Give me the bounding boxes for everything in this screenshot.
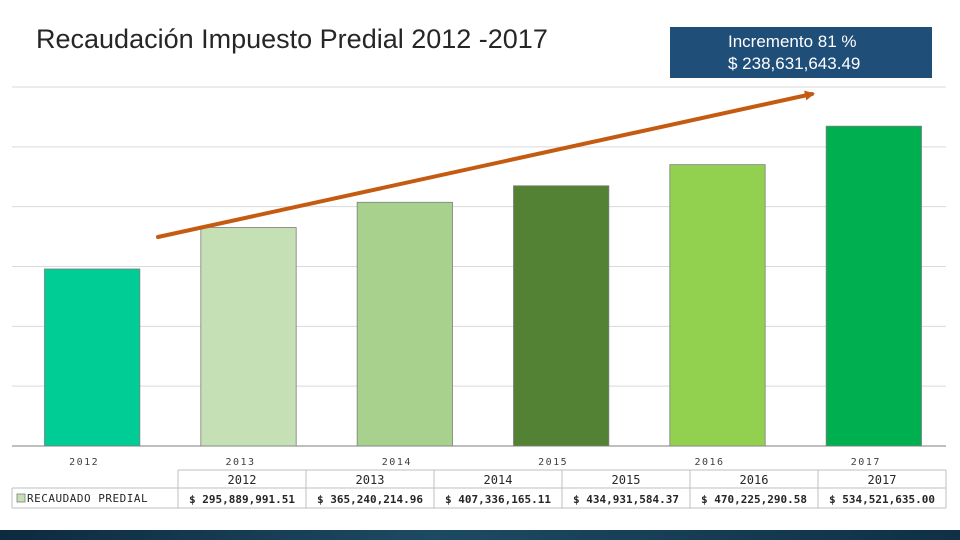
category-labels: 2012 2013 2014 2015 2016 2017 (69, 457, 881, 468)
gridlines (12, 86, 946, 447)
table-header: 2016 (740, 473, 769, 487)
callout-percent: Incremento 81 % (728, 32, 857, 51)
table-header: 2017 (868, 473, 897, 487)
legend-label: RECAUDADO PREDIAL (27, 492, 148, 505)
bar-2014 (356, 201, 453, 447)
table-cell: $ 295,889,991.51 (189, 493, 295, 506)
trend-arrow-line (156, 90, 815, 239)
table-cell: $ 407,336,165.11 (445, 493, 551, 506)
bar-2013 (200, 227, 297, 447)
table-cell: $ 434,931,584.37 (573, 493, 679, 506)
category-label: 2017 (851, 457, 881, 468)
table-header: 2012 (228, 473, 257, 487)
table-header: 2014 (484, 473, 513, 487)
increment-callout: Incremento 81 % $ 238,631,643.49 (670, 27, 932, 78)
data-table: RECAUDADO PREDIAL 2012 $ 295,889,991.51 201… (11, 469, 947, 509)
table-cell: $ 534,521,635.00 (829, 493, 935, 506)
table-header: 2015 (612, 473, 641, 487)
table-header: 2013 (356, 473, 385, 487)
bar-2012 (44, 268, 141, 447)
callout-amount: $ 238,631,643.49 (728, 54, 861, 73)
bottom-band (0, 530, 960, 540)
bar-2016 (669, 164, 766, 447)
trend-arrow (156, 90, 815, 239)
chart-title: Recaudación Impuesto Predial 2012 -2017 (36, 24, 548, 54)
legend-key (16, 493, 26, 503)
bar-2015 (513, 185, 610, 447)
category-label: 2015 (538, 457, 568, 468)
category-label: 2016 (694, 457, 724, 468)
category-label: 2014 (382, 457, 412, 468)
bar-2017 (825, 125, 922, 447)
table-cell: $ 365,240,214.96 (317, 493, 423, 506)
category-label: 2012 (69, 457, 99, 468)
bar-chart: 2012 2013 2014 2015 2016 2017 RECAUDADO PREDI… (11, 86, 947, 509)
category-label: 2013 (225, 457, 255, 468)
table-cell: $ 470,225,290.58 (701, 493, 807, 506)
bars (44, 125, 922, 447)
